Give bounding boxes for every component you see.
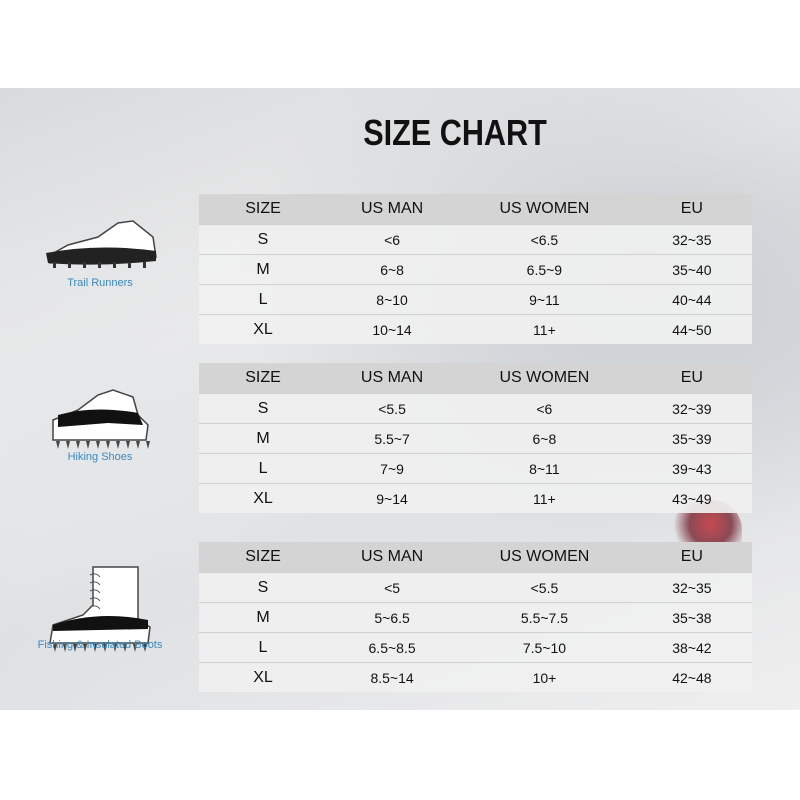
table-row: M 6~8 6.5~9 35~40 bbox=[199, 254, 752, 285]
column-header: US MAN bbox=[326, 542, 458, 573]
size-table: SIZE US MAN US WOMEN EU S <5.5 <6 32~39 M 5.5~7 6~… bbox=[199, 363, 752, 513]
table-cell: 8~10 bbox=[327, 284, 458, 315]
column-header: EU bbox=[631, 363, 752, 394]
table-row: S <6 <6.5 32~35 bbox=[199, 224, 752, 255]
column-header: EU bbox=[631, 542, 752, 573]
table-cell: M bbox=[199, 254, 328, 285]
table-cell: <5.5 bbox=[327, 393, 458, 424]
table-header-row: SIZE US MAN US WOMEN EU bbox=[199, 542, 752, 573]
table-cell: 5.5~7.5 bbox=[457, 602, 632, 633]
table-cell: 7.5~10 bbox=[457, 632, 632, 663]
table-cell: 6~8 bbox=[327, 254, 458, 285]
table-cell: 40~44 bbox=[631, 284, 752, 315]
table-cell: 10~14 bbox=[327, 314, 458, 344]
table-row: XL 8.5~14 10+ 42~48 bbox=[199, 662, 752, 692]
table-cell: <5 bbox=[326, 572, 458, 603]
column-header: US WOMEN bbox=[457, 542, 632, 573]
table-row: S <5 <5.5 32~35 bbox=[199, 572, 752, 603]
column-header: SIZE bbox=[199, 363, 328, 394]
table-cell: L bbox=[199, 453, 328, 484]
table-cell: M bbox=[199, 602, 327, 633]
table-row: L 6.5~8.5 7.5~10 38~42 bbox=[199, 632, 752, 663]
table-cell: 9~11 bbox=[457, 284, 632, 315]
table-cell: XL bbox=[199, 483, 328, 513]
table-cell: 35~40 bbox=[631, 254, 752, 285]
table-cell: 5~6.5 bbox=[326, 602, 458, 633]
column-header: US WOMEN bbox=[457, 363, 632, 394]
table-cell: 11+ bbox=[457, 314, 632, 344]
shoe-type-label: Trail Runners bbox=[67, 277, 133, 289]
column-header: SIZE bbox=[199, 194, 328, 225]
table-cell: S bbox=[199, 572, 327, 603]
table-header-row: SIZE US MAN US WOMEN EU bbox=[199, 194, 752, 225]
table-cell: M bbox=[199, 423, 328, 454]
column-header: US MAN bbox=[327, 194, 458, 225]
table-cell: L bbox=[199, 632, 327, 663]
table-cell: 35~39 bbox=[631, 423, 752, 454]
column-header: SIZE bbox=[199, 542, 327, 573]
table-cell: 32~39 bbox=[631, 393, 752, 424]
table-row: L 7~9 8~11 39~43 bbox=[199, 453, 752, 484]
size-table: SIZE US MAN US WOMEN EU S <5 <5.5 32~35 M 5~6.5 5.… bbox=[199, 542, 752, 692]
table-cell: XL bbox=[199, 662, 327, 692]
table-row: S <5.5 <6 32~39 bbox=[199, 393, 752, 424]
table-row: XL 10~14 11+ 44~50 bbox=[199, 314, 752, 344]
table-cell: 8~11 bbox=[457, 453, 632, 484]
table-cell: 44~50 bbox=[631, 314, 752, 344]
column-header: US MAN bbox=[327, 363, 458, 394]
table-cell: S bbox=[199, 224, 328, 255]
table-cell: 42~48 bbox=[631, 662, 752, 692]
table-row: L 8~10 9~11 40~44 bbox=[199, 284, 752, 315]
boot-icon bbox=[38, 565, 163, 660]
table-cell: <6.5 bbox=[457, 224, 632, 255]
shoe-type-label: Hiking Shoes bbox=[67, 451, 133, 463]
column-header: EU bbox=[631, 194, 752, 225]
table-cell: S bbox=[199, 393, 328, 424]
table-cell: 38~42 bbox=[631, 632, 752, 663]
table-cell: 10+ bbox=[457, 662, 632, 692]
table-cell: 43~49 bbox=[631, 483, 752, 513]
table-cell: 8.5~14 bbox=[326, 662, 458, 692]
shoe-type-label: Fishing & Insulated Boots bbox=[37, 639, 163, 651]
table-cell: <6 bbox=[457, 393, 632, 424]
column-header: US WOMEN bbox=[457, 194, 632, 225]
table-cell: 9~14 bbox=[327, 483, 458, 513]
size-table: SIZE US MAN US WOMEN EU S <6 <6.5 32~35 M 6~8 6.5~… bbox=[199, 194, 752, 344]
table-row: M 5~6.5 5.5~7.5 35~38 bbox=[199, 602, 752, 633]
table-cell: 11+ bbox=[457, 483, 632, 513]
table-row: M 5.5~7 6~8 35~39 bbox=[199, 423, 752, 454]
table-cell: 39~43 bbox=[631, 453, 752, 484]
table-cell: 6~8 bbox=[457, 423, 632, 454]
hiking-shoe-icon bbox=[38, 385, 163, 460]
table-cell: <6 bbox=[327, 224, 458, 255]
table-cell: 32~35 bbox=[631, 224, 752, 255]
table-header-row: SIZE US MAN US WOMEN EU bbox=[199, 363, 752, 394]
table-cell: XL bbox=[199, 314, 328, 344]
table-cell: 6.5~8.5 bbox=[326, 632, 458, 663]
trail-runner-shoe-icon bbox=[38, 215, 163, 280]
table-cell: <5.5 bbox=[457, 572, 632, 603]
table-row: XL 9~14 11+ 43~49 bbox=[199, 483, 752, 513]
table-cell: 35~38 bbox=[631, 602, 752, 633]
page-title: SIZE CHART bbox=[363, 112, 547, 153]
table-cell: 5.5~7 bbox=[327, 423, 458, 454]
table-cell: L bbox=[199, 284, 328, 315]
table-cell: 32~35 bbox=[631, 572, 752, 603]
table-cell: 6.5~9 bbox=[457, 254, 632, 285]
table-cell: 7~9 bbox=[327, 453, 458, 484]
